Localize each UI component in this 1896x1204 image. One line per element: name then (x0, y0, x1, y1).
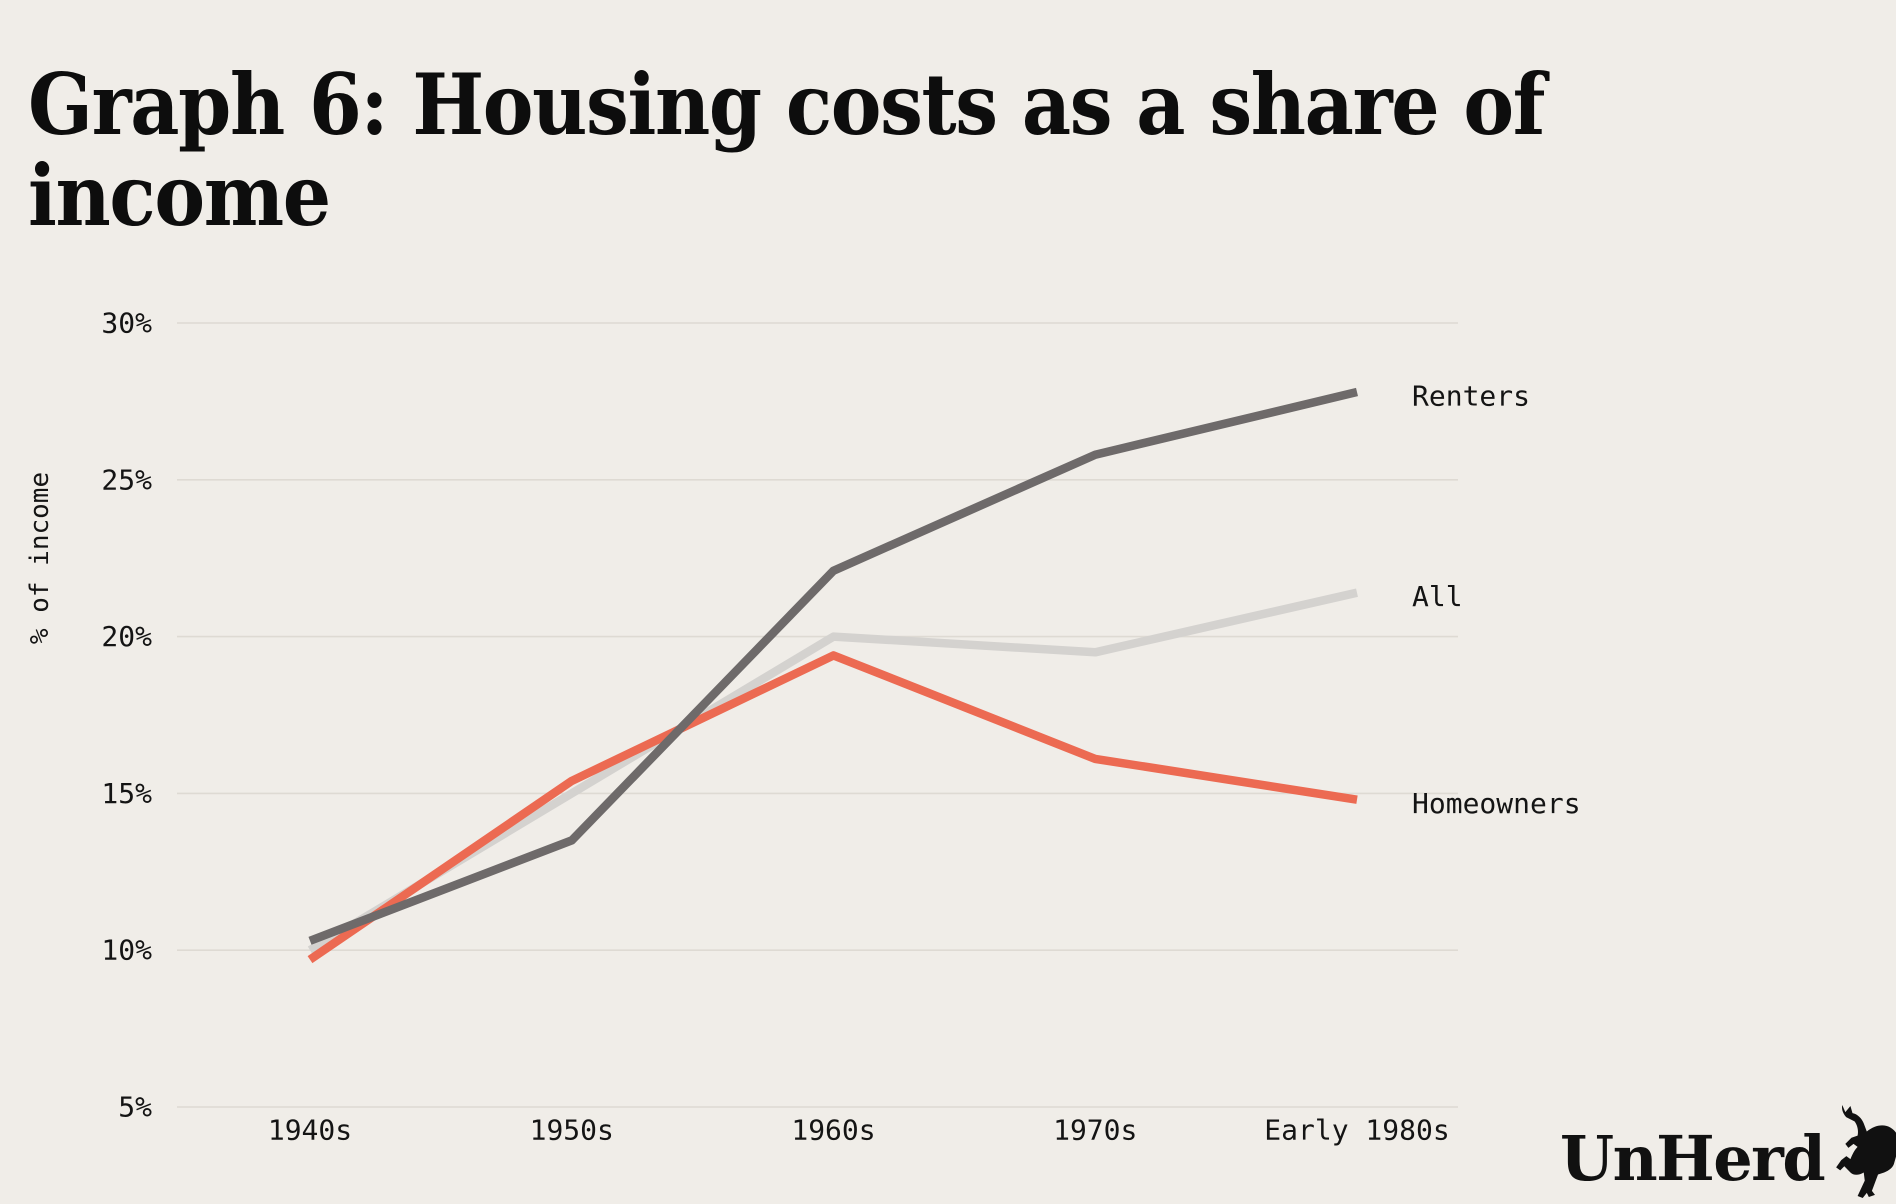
x-tick-label: 1940s (268, 1114, 352, 1147)
y-tick-label: 15% (101, 777, 152, 810)
chart-title-line2: income (28, 145, 331, 245)
series-line-homeowners (307, 651, 1358, 964)
rearing-cow-icon (1836, 1104, 1896, 1198)
unherd-logo-text: UnHerd (1560, 1122, 1826, 1195)
series-line-all (307, 588, 1358, 954)
y-axis-label: % of income (25, 472, 55, 644)
x-tick-label: 1970s (1053, 1114, 1137, 1147)
series-label-renters: Renters (1412, 379, 1530, 412)
y-tick-label: 20% (101, 620, 152, 653)
series-label-all: All (1412, 580, 1463, 613)
y-tick-label: 10% (101, 934, 152, 967)
unherd-logo: UnHerd (1560, 1104, 1896, 1202)
y-tick-label: 25% (101, 463, 152, 496)
chart-title: Graph 6: Housing costs as a share of inco… (28, 59, 1545, 241)
x-tick-label: 1950s (530, 1114, 614, 1147)
x-tick-label: 1960s (791, 1114, 875, 1147)
y-tick-label: 30% (101, 307, 152, 340)
y-tick-label: 5% (118, 1091, 152, 1124)
chart-title-line1: Graph 6: Housing costs as a share of (28, 55, 1545, 155)
series-label-homeowners: Homeowners (1412, 787, 1581, 820)
series-line-renters (308, 387, 1358, 945)
x-tick-label: Early 1980s (1264, 1114, 1449, 1147)
